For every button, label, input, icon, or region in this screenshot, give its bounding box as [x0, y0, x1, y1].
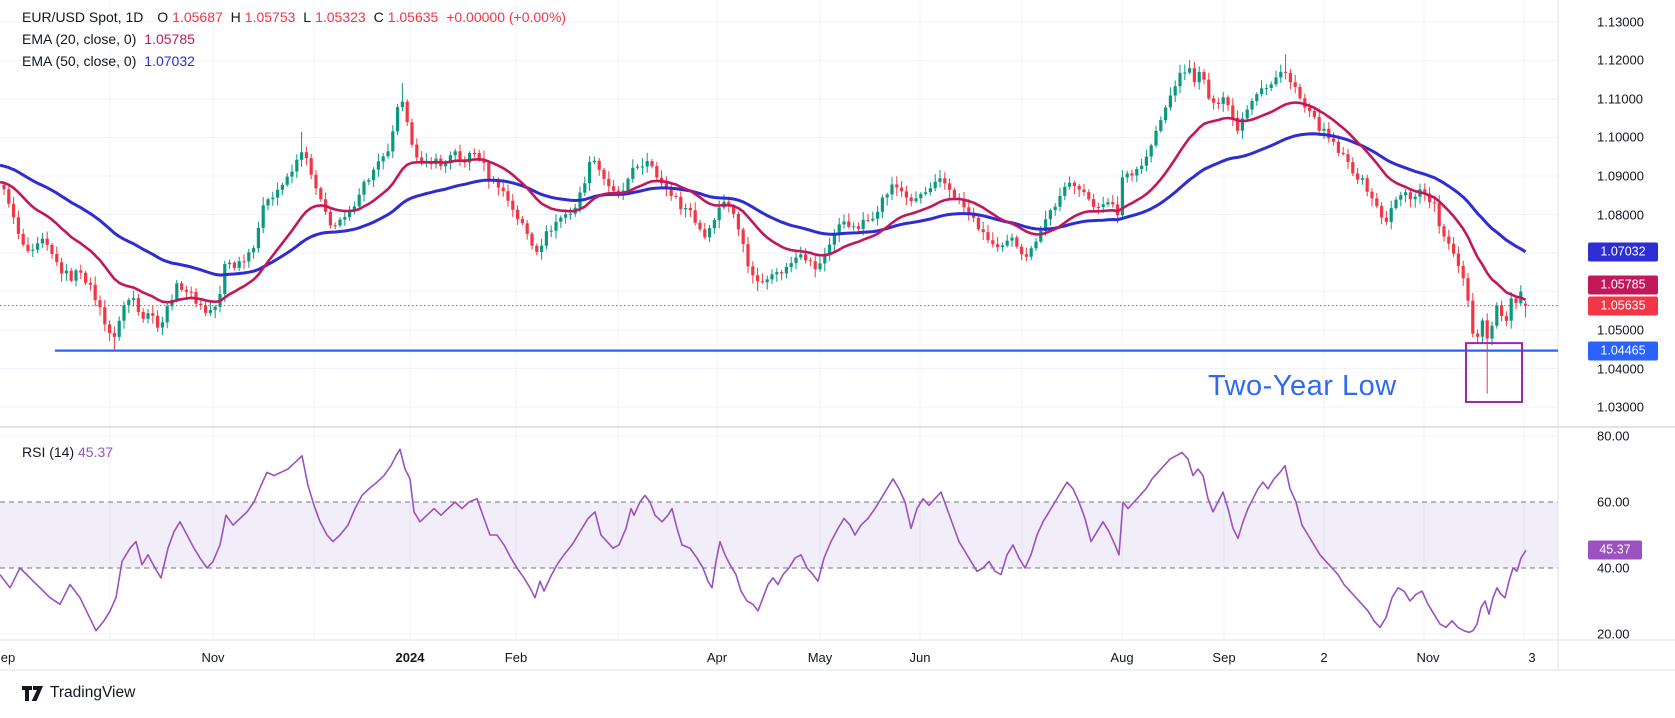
time-axis-label: Jun [909, 650, 931, 665]
price-axis-label: 1.10000 [1597, 129, 1644, 145]
ema20-line[interactable] [0, 101, 1527, 304]
time-axis-label: Apr [706, 650, 728, 665]
tradingview-brand-text: TradingView [50, 684, 136, 701]
ema50-value: 1.07032 [144, 53, 195, 69]
support-badge: 1.04465 [1588, 341, 1658, 361]
ohlc-high-label: H [230, 9, 241, 25]
time-axis-label: Aug [1110, 650, 1134, 665]
time-axis-label: May [807, 650, 833, 665]
rsi-band [0, 502, 1558, 568]
price-axis-label: 1.04000 [1597, 361, 1644, 376]
ema50-line[interactable] [0, 132, 1527, 277]
time-axis-label: ep [0, 650, 16, 665]
rsi-axis-label: 60.00 [1597, 494, 1630, 510]
time-axis-label: Sep [1212, 650, 1236, 665]
ema20-value: 1.05785 [144, 31, 195, 47]
time-axis-label: Nov [1416, 650, 1440, 665]
candle-wicks-down [3, 54, 1527, 394]
ema50-badge: 1.07032 [1588, 242, 1658, 262]
legend-rsi: RSI (14) 45.37 [22, 444, 113, 460]
ohlc-low-label: L [303, 9, 312, 25]
rsi-badge: 45.37 [1588, 540, 1642, 560]
price-axis-label: 1.11000 [1597, 91, 1644, 107]
price-axis-label: 1.13000 [1597, 14, 1644, 30]
ema20-row: EMA (20, close, 0) 1.05785 [22, 28, 570, 50]
ema50-row: EMA (50, close, 0) 1.07032 [22, 50, 570, 72]
ohlc-open-value: 1.05687 [172, 9, 223, 25]
price-axis-label: 1.08000 [1597, 207, 1644, 222]
rsi-label[interactable]: RSI (14) [22, 444, 75, 460]
ohlc-open-label: O [157, 9, 169, 25]
ema20-badge: 1.05785 [1588, 275, 1658, 295]
price-axis-label: 1.12000 [1597, 52, 1644, 68]
rsi-value: 45.37 [78, 444, 114, 460]
rsi-axis-label: 80.00 [1597, 428, 1630, 444]
price-axis-label: 1.03000 [1597, 399, 1644, 415]
candle-bodies-down [2, 68, 1528, 339]
time-axis-label: Feb [504, 650, 528, 665]
tradingview-logo[interactable]: TradingView [22, 684, 135, 702]
price-axis-label: 1.05000 [1597, 322, 1644, 338]
tradingview-icon [22, 685, 43, 701]
rsi-line[interactable] [0, 448, 1527, 634]
two-year-low-annotation[interactable]: Two-Year Low [1208, 370, 1397, 402]
ohlc-high-value: 1.05753 [244, 9, 296, 25]
ohlc-low-value: 1.05323 [315, 9, 366, 25]
pane-borders [0, 0, 1675, 671]
time-axis-label: 2 [1320, 650, 1328, 665]
ohlc-close-label: C [373, 9, 384, 25]
price-axis-label: 1.09000 [1597, 168, 1644, 184]
time-axis-label: 2024 [395, 650, 425, 665]
ohlc-close-value: 1.05635 [387, 9, 439, 25]
two-year-low-box[interactable] [1465, 342, 1523, 404]
symbol-row: EUR/USD Spot, 1D O 1.05687 H 1.05753 L 1.05… [22, 6, 570, 28]
change-value: +0.00000 (+0.00%) [446, 9, 567, 25]
last-price-badge: 1.05635 [1588, 296, 1658, 316]
rsi-axis-label: 20.00 [1597, 626, 1630, 642]
ema50-label[interactable]: EMA (50, close, 0) [22, 53, 137, 69]
ema20-label[interactable]: EMA (20, close, 0) [22, 31, 137, 47]
gridlines [0, 0, 1558, 640]
candle-bodies-up [31, 68, 1523, 339]
time-axis-label: Nov [201, 650, 225, 665]
time-axis-label: 3 [1528, 650, 1536, 665]
rsi-axis-label: 40.00 [1597, 560, 1630, 576]
legend-main: EUR/USD Spot, 1D O 1.05687 H 1.05753 L 1.05… [22, 6, 570, 72]
symbol-title[interactable]: EUR/USD Spot, 1D [22, 9, 144, 25]
